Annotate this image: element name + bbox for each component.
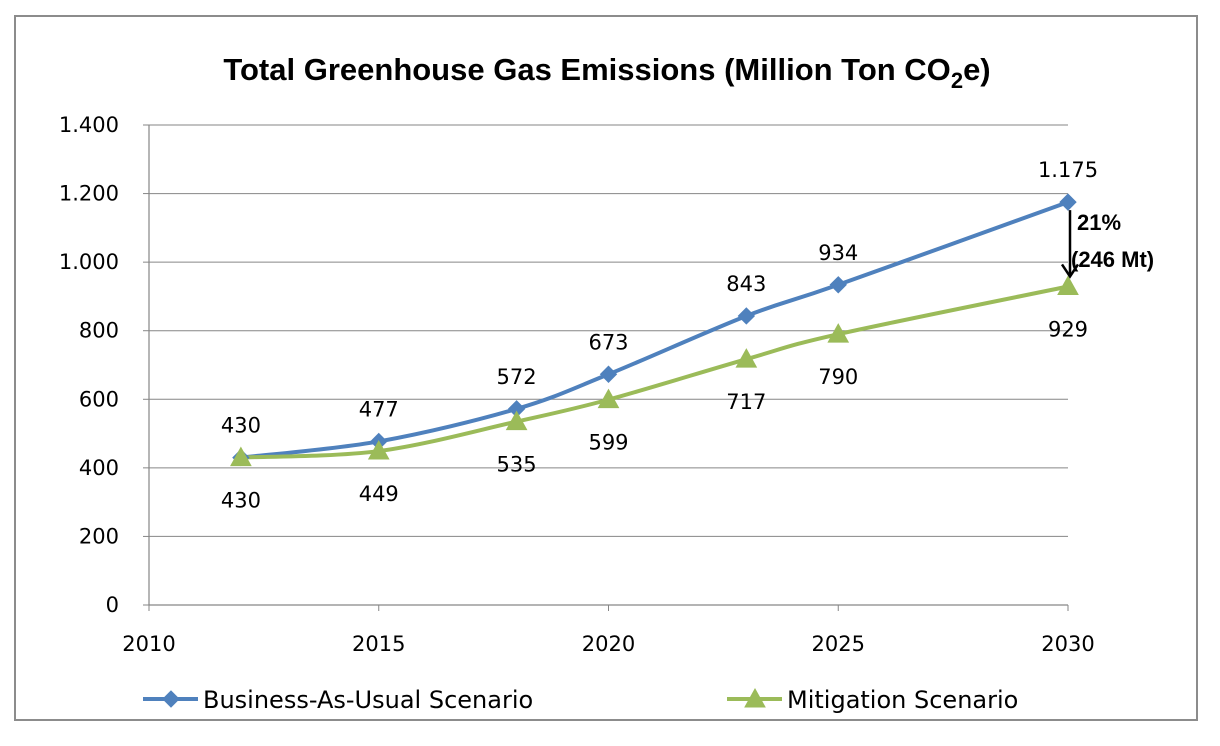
chart-frame (14, 15, 1198, 721)
bau-marker (737, 307, 756, 325)
x-tick-label: 2015 (352, 632, 405, 656)
y-tick-label: 600 (79, 387, 119, 411)
bau-data-label: 1.175 (1038, 158, 1098, 182)
mitigation-data-label: 717 (726, 390, 766, 414)
grid-lines (149, 124, 1068, 606)
chart-title-end: e) (963, 52, 991, 87)
mitigation-data-label: 599 (588, 431, 628, 455)
legend: Business-As-Usual Scenario Mitigation Sce… (143, 686, 1018, 714)
series-line-mitigation (240, 284, 1069, 460)
y-tick-label: 800 (79, 319, 119, 343)
axes: 0 200 400 600 800 1.000 1.200 1.400 2010 2015 2020… (59, 113, 1095, 656)
difference-annotation: 21% (246 Mt) (1060, 210, 1154, 279)
legend-marker (162, 690, 180, 708)
y-tick-label: 400 (79, 456, 119, 480)
legend-label: Business-As-Usual Scenario (203, 686, 533, 714)
bau-data-label: 843 (726, 272, 766, 296)
mitigation-data-label: 535 (497, 453, 537, 477)
data-labels: 430 477 572 673 843 934 1.175 430 449 535 599 717 79… (221, 158, 1098, 512)
mitigation-marker (367, 440, 390, 460)
x-tick-label: 2025 (812, 632, 865, 656)
chart-title-main: Total Greenhouse Gas Emissions (Million … (223, 52, 950, 87)
bau-data-label: 477 (359, 397, 399, 421)
mitigation-marker (1057, 275, 1079, 295)
mitigation-marker (505, 410, 528, 431)
legend-marker (744, 687, 766, 708)
x-tick-label: 2010 (122, 632, 175, 656)
bau-data-label: 673 (588, 330, 628, 354)
mitigation-data-label: 430 (221, 489, 261, 513)
y-tick-label: 200 (79, 524, 119, 548)
chart-title-subscript: 2 (951, 68, 963, 93)
mitigation-marker (827, 323, 850, 343)
y-tick-label: 1.200 (59, 182, 119, 206)
mitigation-marker (230, 446, 252, 467)
y-tick-label: 1.400 (59, 113, 119, 137)
mitigation-data-label: 449 (359, 482, 399, 506)
mitigation-data-label: 790 (818, 365, 858, 389)
mitigation-marker (735, 348, 758, 368)
bau-marker (599, 365, 618, 383)
bau-data-label: 934 (818, 241, 858, 265)
series-layer (230, 193, 1079, 467)
bau-marker (1059, 193, 1077, 211)
bau-marker (829, 276, 847, 294)
x-tick-label: 2030 (1041, 632, 1094, 656)
mitigation-data-label: 929 (1048, 317, 1088, 341)
bau-data-label: 430 (221, 414, 261, 438)
y-tick-label: 1.000 (59, 250, 119, 274)
x-tick-label: 2020 (582, 632, 635, 656)
legend-label: Mitigation Scenario (787, 686, 1018, 714)
difference-percent-label: 21% (1077, 210, 1121, 235)
chart-title: Total Greenhouse Gas Emissions (Million … (223, 52, 990, 93)
difference-amount-label: (246 Mt) (1071, 247, 1154, 272)
mitigation-marker (597, 388, 620, 409)
y-tick-label: 0 (106, 593, 119, 617)
difference-arrow-head (1060, 263, 1080, 279)
bau-data-label: 572 (497, 365, 537, 389)
